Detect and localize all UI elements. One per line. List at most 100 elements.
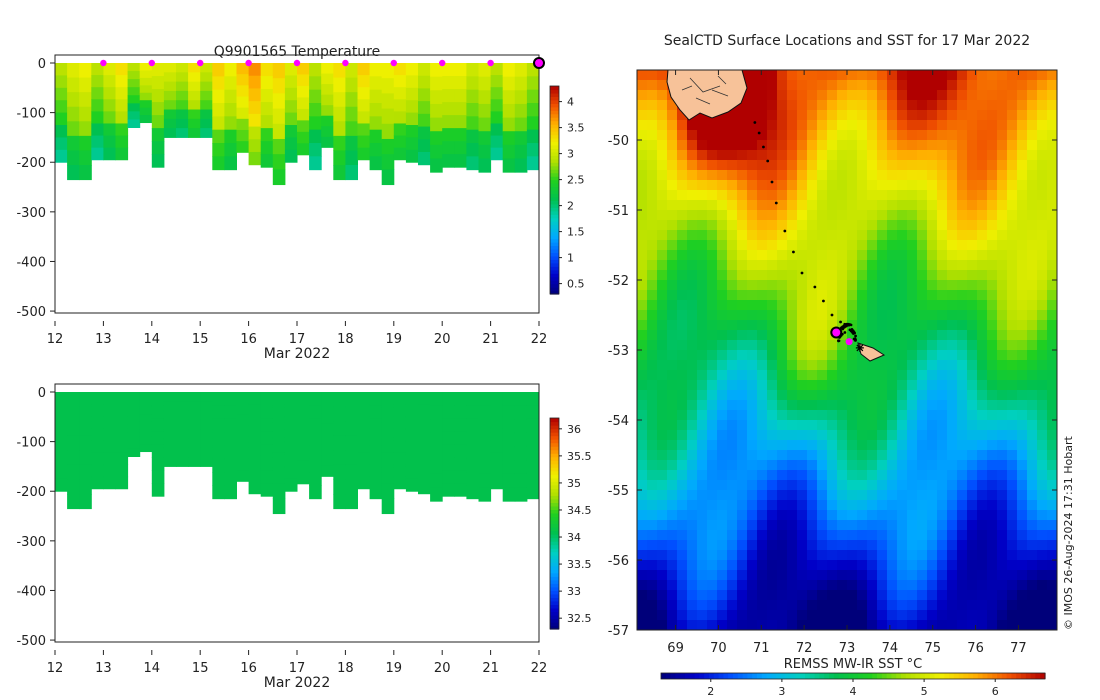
- sst-cell: [797, 70, 808, 81]
- sst-cell: [807, 330, 818, 341]
- sst-cell: [717, 300, 728, 311]
- salinity-cell: [466, 405, 479, 420]
- sst-cell: [787, 270, 798, 281]
- sst-cell: [747, 250, 758, 261]
- salinity-cell: [103, 452, 116, 466]
- sst-cell: [717, 610, 728, 621]
- sst-cell: [857, 430, 868, 441]
- sst-cell: [1047, 540, 1057, 551]
- colorbar-swatch: [963, 673, 969, 679]
- sst-cell: [807, 350, 818, 361]
- salinity-cell: [514, 405, 528, 420]
- sst-cell: [747, 340, 758, 351]
- sst-cell: [927, 440, 938, 451]
- sst-cell: [697, 250, 708, 261]
- temperature-cell: [357, 135, 371, 149]
- sst-cell: [667, 170, 678, 181]
- colorbar-swatch: [550, 176, 559, 181]
- sst-cell: [877, 290, 888, 301]
- sst-cell: [1007, 360, 1018, 371]
- sst-cell: [637, 110, 648, 121]
- sst-cell: [1047, 270, 1057, 281]
- sst-cell: [727, 230, 738, 241]
- sst-cell: [1027, 170, 1038, 181]
- sst-cell: [907, 260, 918, 271]
- sst-cell: [637, 250, 648, 261]
- temperature-cell: [381, 123, 395, 140]
- sst-cell: [897, 210, 908, 221]
- salinity-cell: [526, 418, 539, 433]
- sst-cell: [657, 610, 668, 621]
- sst-cell: [727, 370, 738, 381]
- sst-cell: [667, 480, 678, 491]
- sst-cell: [917, 180, 928, 191]
- sst-cell: [937, 260, 948, 271]
- temperature-cell: [442, 76, 455, 90]
- sst-cell: [917, 100, 928, 111]
- temperature-cell: [333, 121, 346, 137]
- sst-cell: [917, 620, 928, 630]
- temperature-cell: [466, 116, 479, 131]
- sst-cell: [697, 270, 708, 281]
- colorbar-swatch: [550, 621, 559, 627]
- salinity-cell: [248, 455, 262, 469]
- sst-cell: [747, 370, 758, 381]
- salinity-cell: [333, 392, 346, 408]
- sst-cell: [647, 560, 658, 571]
- sst-cell: [717, 260, 728, 271]
- sst-cell: [837, 180, 848, 191]
- colorbar-swatch: [1011, 673, 1017, 679]
- salinity-cell: [405, 441, 419, 455]
- sst-cell: [907, 110, 918, 121]
- sst-cell: [1017, 210, 1028, 221]
- sst-cell: [997, 140, 1008, 151]
- sst-cell: [637, 620, 648, 630]
- sst-cell: [717, 350, 728, 361]
- sst-cell: [927, 450, 938, 461]
- sst-cell: [847, 270, 858, 281]
- sst-cell: [867, 230, 878, 241]
- sst-cell: [1017, 230, 1028, 241]
- sst-cell: [977, 90, 988, 101]
- sst-cell: [737, 570, 748, 581]
- salinity-cell: [297, 460, 310, 473]
- sst-cell: [917, 470, 928, 481]
- sst-cell: [777, 350, 788, 361]
- salinity-cell: [418, 404, 431, 418]
- salinity-y-tick-label: -300: [16, 535, 46, 550]
- temperature-cell: [539, 100, 546, 113]
- sst-cell: [977, 540, 988, 551]
- sst-cell: [647, 550, 658, 561]
- sst-cell: [737, 300, 748, 311]
- sst-cell: [927, 280, 938, 291]
- salinity-cell: [236, 436, 250, 449]
- salinity-cell: [321, 413, 334, 425]
- sst-cell: [677, 510, 688, 521]
- sst-cell: [1027, 180, 1038, 191]
- sst-cell: [957, 490, 968, 501]
- sst-cell: [927, 530, 938, 541]
- sst-cell: [827, 130, 838, 141]
- sst-cell: [1047, 420, 1057, 431]
- temperature-cell: [127, 119, 141, 128]
- salinity-cell: [139, 392, 153, 400]
- sst-cell: [957, 350, 968, 361]
- sst-cell: [657, 560, 668, 571]
- sst-cell: [977, 270, 988, 281]
- salinity-cell: [418, 442, 431, 457]
- salinity-cell: [115, 464, 129, 478]
- salinity-cell: [260, 392, 274, 406]
- sst-cell: [767, 530, 778, 541]
- sst-cell: [977, 420, 988, 431]
- sst-cell: [1037, 400, 1048, 411]
- sst-cell: [857, 550, 868, 561]
- sst-cell: [727, 430, 738, 441]
- sst-cell: [867, 340, 878, 351]
- colorbar-tick-label: 5: [921, 685, 928, 698]
- sst-cell: [717, 590, 728, 601]
- sst-cell: [807, 150, 818, 161]
- sst-cell: [837, 270, 848, 281]
- sst-cell: [967, 230, 978, 241]
- sst-cell: [907, 270, 918, 281]
- temperature-cell: [321, 105, 334, 117]
